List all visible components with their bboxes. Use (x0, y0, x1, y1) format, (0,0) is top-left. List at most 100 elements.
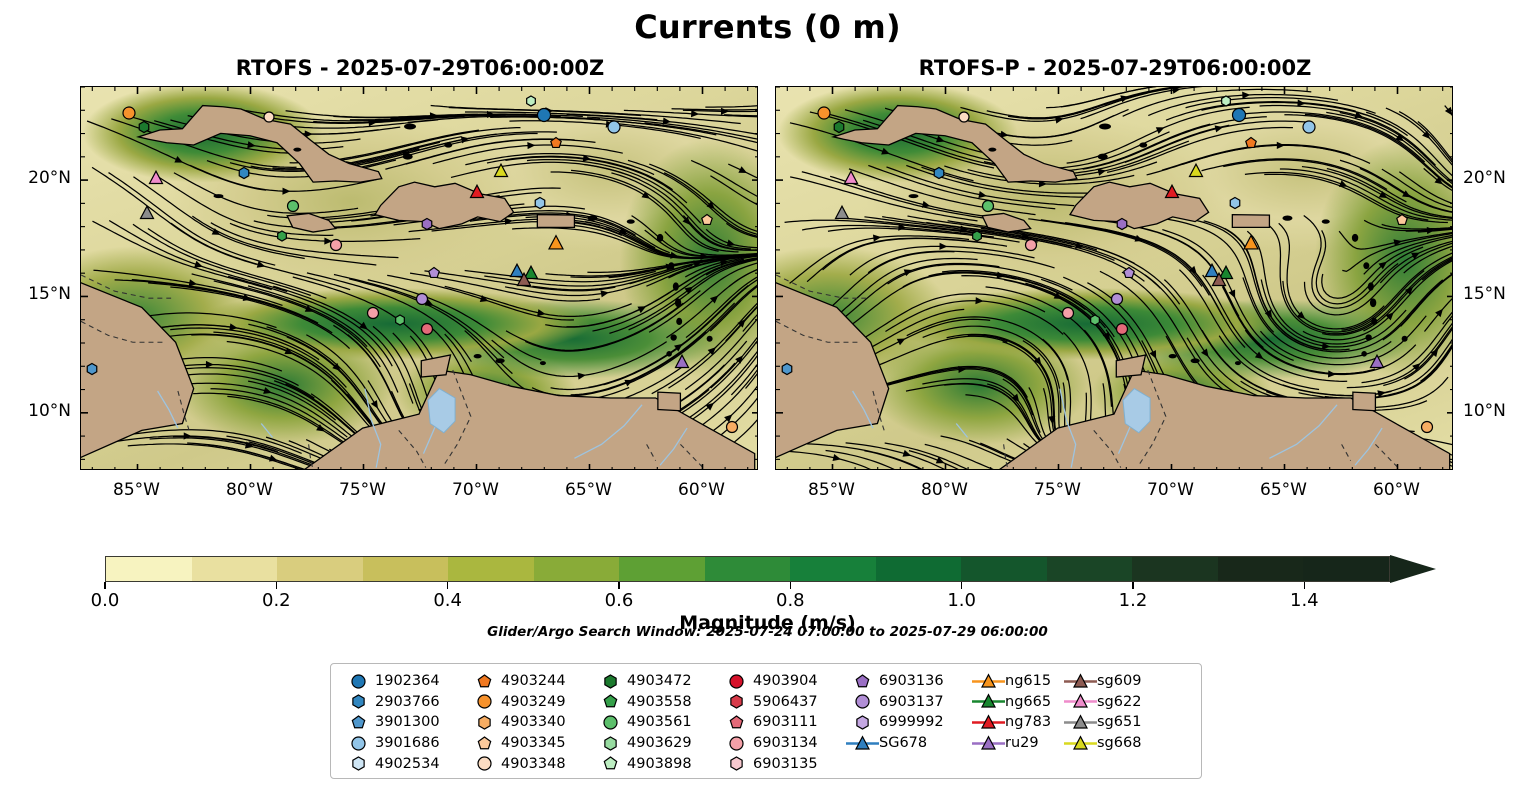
legend-marker-icon (971, 693, 1005, 710)
map-marker[interactable] (1204, 262, 1221, 279)
platform-legend[interactable]: 1902364 2903766 3901300 3901686 4902534 49032… (330, 663, 1202, 779)
map-marker[interactable] (1395, 212, 1410, 227)
legend-item[interactable]: 4903244 (467, 671, 593, 692)
map-marker[interactable] (1419, 419, 1434, 434)
map-marker[interactable] (329, 238, 344, 253)
map-marker[interactable] (509, 262, 526, 279)
map-marker[interactable] (262, 110, 276, 124)
legend-item[interactable]: 6999992 (845, 712, 971, 733)
legend-item[interactable]: 4903629 (593, 733, 719, 754)
map-marker[interactable] (1060, 305, 1075, 320)
legend-label: 4903348 (501, 755, 566, 772)
legend-item[interactable]: SG678 (845, 733, 971, 754)
map-marker[interactable] (1114, 217, 1129, 232)
legend-item[interactable]: ng783 (971, 712, 1063, 733)
map-marker[interactable] (524, 94, 538, 108)
legend-item[interactable]: 4903904 (719, 671, 845, 692)
map-marker[interactable] (393, 313, 407, 327)
legend-item[interactable]: ng665 (971, 692, 1063, 713)
legend-item[interactable]: 6903135 (719, 753, 845, 774)
map-marker[interactable] (1219, 94, 1233, 108)
map-marker[interactable] (1188, 162, 1205, 179)
map-marker[interactable] (548, 135, 563, 150)
map-marker[interactable] (137, 119, 152, 134)
map-marker[interactable] (532, 196, 547, 211)
map-panel-rtofs-p[interactable] (775, 86, 1453, 470)
legend-item[interactable]: 3901300 (341, 712, 467, 733)
map-panel-rtofs[interactable] (80, 86, 758, 470)
map-marker[interactable] (415, 291, 430, 306)
map-marker[interactable] (147, 169, 164, 186)
map-marker[interactable] (85, 361, 100, 376)
island (676, 317, 683, 325)
legend-column: ng615 ng665 ng783 ru29 (971, 671, 1063, 774)
map-marker[interactable] (1369, 353, 1386, 370)
legend-item[interactable]: 4903558 (593, 692, 719, 713)
map-marker[interactable] (816, 105, 832, 121)
map-marker[interactable] (286, 198, 301, 213)
legend-item[interactable]: 3901686 (341, 733, 467, 754)
map-marker[interactable] (1088, 313, 1102, 327)
map-marker[interactable] (931, 166, 946, 181)
map-marker[interactable] (1211, 272, 1228, 289)
map-marker[interactable] (842, 169, 859, 186)
map-marker[interactable] (724, 419, 739, 434)
legend-item[interactable]: sg668 (1063, 733, 1155, 754)
map-marker[interactable] (1231, 106, 1248, 123)
map-marker[interactable] (1024, 238, 1039, 253)
map-marker[interactable] (419, 217, 434, 232)
legend-item[interactable]: 6903134 (719, 733, 845, 754)
legend-item[interactable]: 2903766 (341, 692, 467, 713)
legend-item[interactable]: 6903137 (845, 692, 971, 713)
legend-item[interactable]: 4903249 (467, 692, 593, 713)
map-marker[interactable] (121, 105, 137, 121)
map-marker[interactable] (1227, 196, 1242, 211)
legend-item[interactable]: sg609 (1063, 671, 1155, 692)
map-marker[interactable] (1163, 183, 1180, 200)
legend-marker-icon (467, 714, 501, 731)
legend-item[interactable]: 6903111 (719, 712, 845, 733)
map-marker[interactable] (833, 204, 850, 221)
map-marker[interactable] (536, 106, 553, 123)
map-marker[interactable] (957, 110, 971, 124)
map-marker[interactable] (606, 119, 622, 135)
legend-item[interactable]: 5906437 (719, 692, 845, 713)
map-marker[interactable] (1301, 119, 1317, 135)
legend-item[interactable]: 4903340 (467, 712, 593, 733)
map-marker[interactable] (419, 322, 434, 337)
map-marker[interactable] (1242, 234, 1260, 252)
map-marker[interactable] (426, 266, 441, 281)
map-marker[interactable] (493, 162, 510, 179)
map-marker[interactable] (236, 166, 251, 181)
legend-item[interactable]: 6903136 (845, 671, 971, 692)
map-marker[interactable] (275, 229, 289, 243)
map-marker[interactable] (547, 234, 565, 252)
map-marker[interactable] (981, 198, 996, 213)
map-marker[interactable] (970, 229, 984, 243)
map-marker[interactable] (832, 119, 847, 134)
map-marker[interactable] (1114, 322, 1129, 337)
map-marker[interactable] (700, 212, 715, 227)
legend-item[interactable]: 4903472 (593, 671, 719, 692)
map-marker[interactable] (1217, 265, 1234, 282)
map-marker[interactable] (1110, 291, 1125, 306)
legend-item[interactable]: ng615 (971, 671, 1063, 692)
map-marker[interactable] (780, 361, 795, 376)
map-marker[interactable] (138, 204, 155, 221)
map-marker[interactable] (468, 183, 485, 200)
map-marker[interactable] (516, 272, 533, 289)
legend-item[interactable]: 4903561 (593, 712, 719, 733)
legend-item[interactable]: 1902364 (341, 671, 467, 692)
legend-item[interactable]: 4902534 (341, 753, 467, 774)
legend-item[interactable]: 4903348 (467, 753, 593, 774)
legend-item[interactable]: 4903345 (467, 733, 593, 754)
map-marker[interactable] (1243, 135, 1258, 150)
map-marker[interactable] (674, 353, 691, 370)
legend-item[interactable]: 4903898 (593, 753, 719, 774)
map-marker[interactable] (1121, 266, 1136, 281)
legend-item[interactable]: sg622 (1063, 692, 1155, 713)
legend-item[interactable]: sg651 (1063, 712, 1155, 733)
map-marker[interactable] (365, 305, 380, 320)
legend-item[interactable]: ru29 (971, 733, 1063, 754)
map-marker[interactable] (522, 265, 539, 282)
